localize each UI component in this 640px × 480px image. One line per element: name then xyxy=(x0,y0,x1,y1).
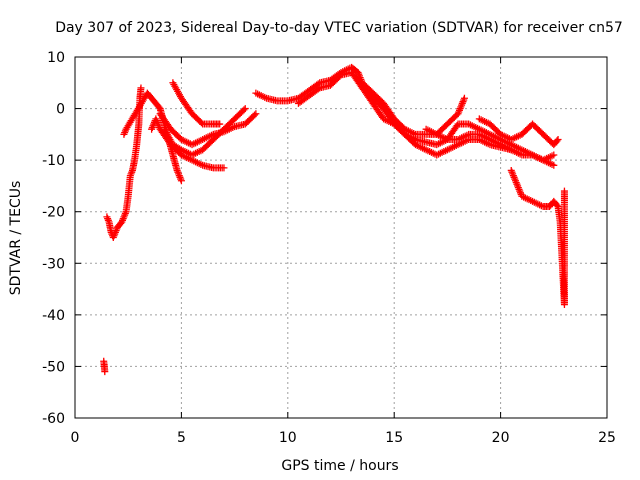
chart-title: Day 307 of 2023, Sidereal Day-to-day VTE… xyxy=(55,20,623,36)
data-point xyxy=(197,119,205,127)
data-point xyxy=(553,137,561,145)
plot-frame xyxy=(74,56,608,419)
data-point xyxy=(240,106,248,114)
y-tick-label: -20 xyxy=(42,205,65,221)
x-tick-label: 15 xyxy=(385,430,403,446)
x-tick-label: 0 xyxy=(71,430,80,446)
data-point xyxy=(460,94,468,102)
y-tick-label: -50 xyxy=(42,359,65,375)
x-tick-label: 25 xyxy=(598,430,616,446)
y-tick-label: -60 xyxy=(42,411,65,427)
data-point xyxy=(314,85,322,93)
series-evening-b xyxy=(422,125,558,164)
data-point xyxy=(177,177,185,185)
axis-ticks: 0 5 10 15 20 25 -60 -50 -40 -30 -20 -10 0 10 xyxy=(42,50,616,446)
y-axis-label: SDTVAR / TECUs xyxy=(8,181,24,296)
y-tick-label: -40 xyxy=(42,308,65,324)
data-point xyxy=(251,111,259,119)
series-arc-c xyxy=(160,105,249,159)
x-tick-label: 10 xyxy=(279,430,297,446)
series-arc-e xyxy=(156,110,260,149)
series-rise-1 xyxy=(103,84,145,241)
data-point xyxy=(216,120,224,128)
data-point xyxy=(554,136,562,144)
series-decline xyxy=(507,166,568,309)
data-point xyxy=(553,201,561,209)
data-point xyxy=(155,103,163,111)
x-tick-label: 20 xyxy=(492,430,510,446)
data-point xyxy=(137,84,145,92)
x-axis-label: GPS time / hours xyxy=(281,458,398,474)
y-tick-label: 0 xyxy=(56,102,65,118)
data-point xyxy=(550,161,558,169)
data-point xyxy=(220,164,228,172)
series-evening-a xyxy=(475,115,562,149)
data-point xyxy=(560,187,568,195)
data-point xyxy=(252,110,260,118)
y-tick-label: -10 xyxy=(42,153,65,169)
series-arc-d xyxy=(169,79,224,128)
series-low-1 xyxy=(100,357,109,376)
data-points xyxy=(100,63,568,376)
y-tick-label: -30 xyxy=(42,256,65,272)
data-point xyxy=(550,151,558,159)
data-point xyxy=(101,368,109,376)
data-point xyxy=(241,105,249,113)
y-tick-label: 10 xyxy=(47,50,65,66)
x-tick-label: 5 xyxy=(177,430,186,446)
